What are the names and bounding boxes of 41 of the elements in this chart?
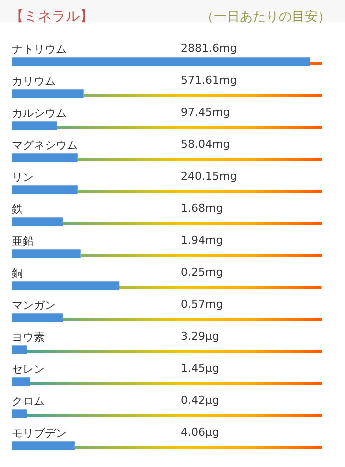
annotation: 58.04mg (181, 138, 230, 151)
bar (12, 346, 28, 354)
bar (12, 58, 310, 66)
y-tick-label: リン (12, 171, 34, 184)
y-tick-label: 鉄 (12, 203, 23, 216)
bar (12, 282, 120, 290)
bar (12, 250, 81, 258)
annotation: 2881.6mg (181, 42, 238, 55)
annotation: 1.45μg (181, 362, 220, 375)
y-tick-label: セレン (12, 363, 45, 376)
bar (12, 410, 28, 418)
y-tick-label: マンガン (12, 299, 56, 312)
annotation: 97.45mg (181, 106, 230, 119)
annotation: 4.06μg (181, 426, 220, 439)
y-tick-label: カリウム (12, 75, 56, 88)
bar (12, 378, 30, 386)
bar (12, 186, 78, 194)
annotation: 571.61mg (181, 74, 238, 87)
annotation: 1.68mg (181, 202, 224, 215)
y-tick-label: クロム (12, 395, 45, 408)
bar (12, 218, 63, 226)
bar (12, 122, 58, 130)
y-tick-label: マグネシウム (12, 139, 78, 152)
chart-title: 【ミネラル】 (10, 8, 94, 26)
bar (12, 314, 63, 322)
annotation: 0.42μg (181, 394, 220, 407)
chart-subtitle: （一日あたりの目安） (201, 9, 331, 26)
y-tick-label: カルシウム (12, 107, 67, 120)
annotation: 0.25mg (181, 266, 224, 279)
bar (12, 442, 75, 450)
annotation: 3.29μg (181, 330, 220, 343)
bar (12, 90, 84, 98)
y-tick-label: モリブデン (12, 427, 67, 440)
annotation: 1.94mg (181, 234, 224, 247)
y-tick-label: ヨウ素 (12, 331, 45, 344)
y-tick-label: 銅 (12, 267, 23, 280)
y-tick-label: 亜鉛 (12, 235, 34, 248)
bar (12, 154, 78, 162)
annotation: 0.57mg (181, 298, 224, 311)
y-tick-label: ナトリウム (12, 43, 67, 56)
annotation: 240.15mg (181, 170, 238, 183)
